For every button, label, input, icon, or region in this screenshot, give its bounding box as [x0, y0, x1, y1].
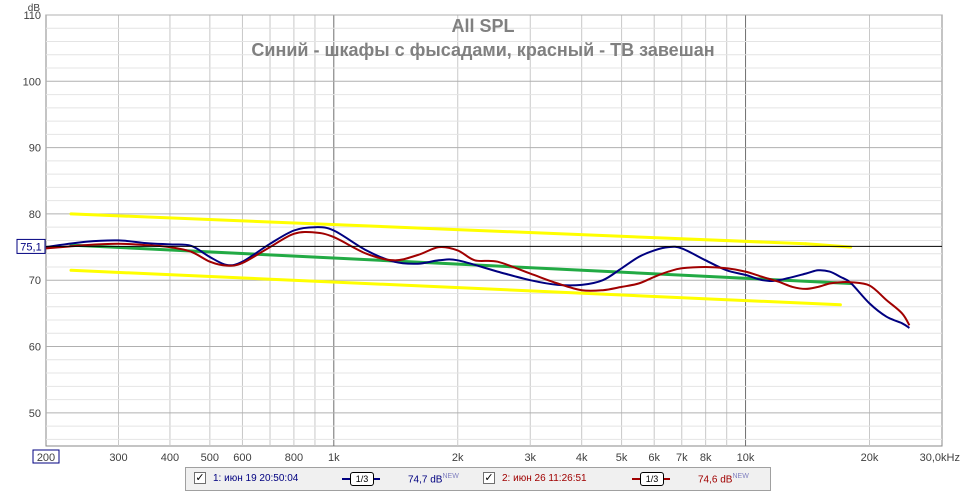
spl-chart: 200 300 400 500 600 800 1k 2k 3k 4k 5k 6k 7k 8k 10k 20k…: [16, 3, 960, 464]
y-tick-label: 110: [23, 10, 41, 22]
x-tick-label: 6k: [648, 452, 660, 464]
y-tick-label: 50: [29, 408, 41, 420]
curves: [45, 212, 911, 329]
target-curve-1: [69, 212, 808, 246]
y-tick-label: 80: [29, 209, 41, 221]
series-2-line: [45, 231, 911, 326]
y-tick-label: 90: [29, 143, 41, 155]
x-tick-label: 8k: [700, 452, 712, 464]
y-axis-unit: dB: [28, 3, 41, 14]
chart-title: All SPL: [451, 16, 514, 36]
series-1-checkbox[interactable]: ✓: [194, 472, 206, 484]
y-tick-label: 100: [23, 76, 41, 88]
series-2-new-tag: NEW: [732, 473, 749, 480]
x-tick-label: 300: [109, 452, 127, 464]
x-tick-labels: 200 300 400 500 600 800 1k 2k 3k 4k 5k 6k 7k 8k 10k 20k…: [32, 449, 960, 464]
x-tick-label: 4k: [576, 452, 588, 464]
series-1-smoothing-value[interactable]: 1/3: [350, 472, 374, 486]
x-tick-label: 3k: [524, 452, 536, 464]
grid-lines: [46, 14, 942, 446]
series-1-new-tag: NEW: [442, 473, 459, 480]
target-curve-2: [69, 268, 842, 307]
series-2-level-wrap: 74,6 dBNEW: [698, 473, 749, 485]
series-2-smoothing[interactable]: 1/3: [632, 472, 672, 486]
x-start-box: [32, 449, 60, 464]
x-tick-label: 500: [201, 452, 219, 464]
x-tick-label: 10k: [737, 452, 755, 464]
y-tick-labels: 110 100 90 80 70 60 50: [23, 10, 41, 420]
series-1-smoothing[interactable]: 1/3: [342, 472, 382, 486]
reference-label-box: [16, 238, 46, 254]
x-tick-label: 20k: [861, 452, 879, 464]
x-tick-label: 30,0kHz: [920, 452, 960, 464]
chart-subtitle: Синий - шкафы с фысадами, красный - ТВ з…: [251, 40, 714, 60]
reference-level: 75,1: [16, 238, 942, 254]
legend-bar: ✓ 1: июн 19 20:50:04 1/3 74,7 dBNEW ✓ 2:…: [185, 467, 771, 491]
x-tick-label: 800: [285, 452, 303, 464]
x-tick-label: 400: [161, 452, 179, 464]
y-tick-label: 60: [29, 342, 41, 354]
reference-label: 75,1: [20, 241, 41, 253]
series-2-level: 74,6 dB: [698, 474, 733, 486]
x-tick-label: 1k: [328, 452, 340, 464]
x-tick-label: 5k: [616, 452, 628, 464]
series-2-checkbox[interactable]: ✓: [483, 472, 495, 484]
series-1-level-wrap: 74,7 dBNEW: [408, 473, 459, 485]
series-1-label: 1: июн 19 20:50:04: [213, 473, 299, 484]
series-2-smoothing-value[interactable]: 1/3: [640, 472, 664, 486]
x-tick-label: 2k: [452, 452, 464, 464]
x-tick-label: 7k: [676, 452, 688, 464]
x-tick-label: 600: [233, 452, 251, 464]
y-tick-label: 70: [29, 275, 41, 287]
series-1-level: 74,7 dB: [408, 474, 443, 486]
x-tick-label: 200: [37, 452, 55, 464]
series-2-label: 2: июн 26 11:26:51: [502, 473, 587, 484]
